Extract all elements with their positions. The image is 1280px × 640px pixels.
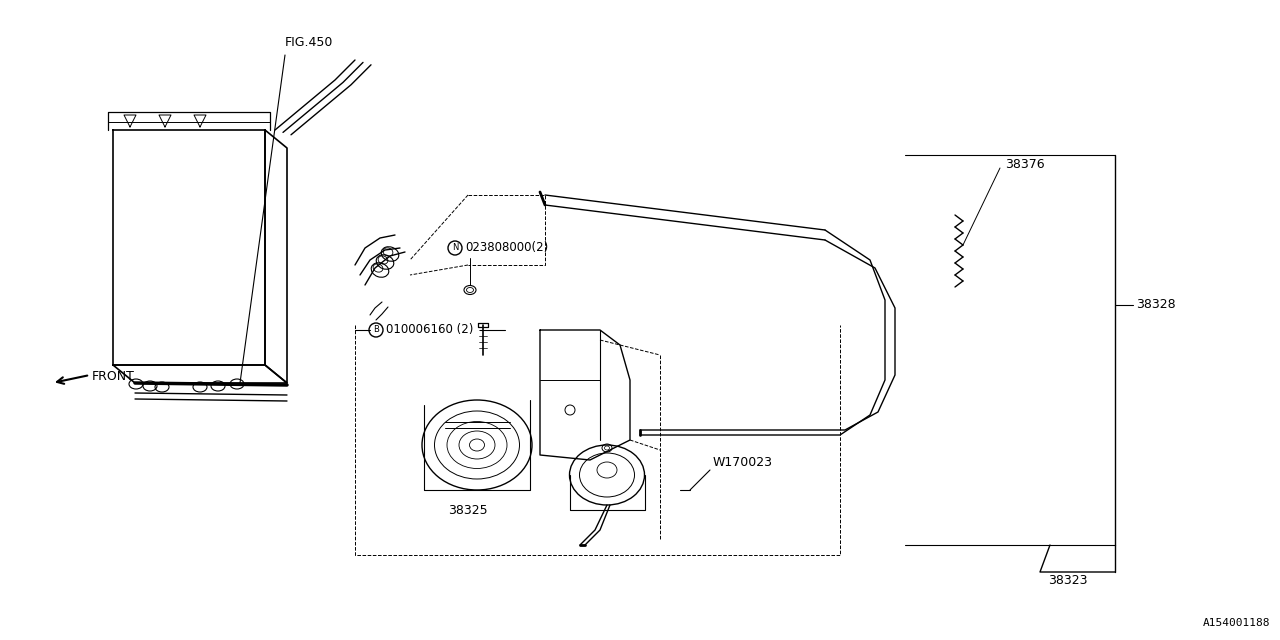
Text: 023808000(2): 023808000(2) (465, 241, 548, 255)
Text: FIG.450: FIG.450 (285, 36, 333, 49)
Text: B: B (372, 326, 379, 335)
Text: 38325: 38325 (448, 504, 488, 516)
Text: A154001188: A154001188 (1202, 618, 1270, 628)
Text: N: N (452, 243, 458, 253)
Text: 38376: 38376 (1005, 159, 1044, 172)
Text: 010006160 (2): 010006160 (2) (387, 323, 474, 337)
Text: W170023: W170023 (713, 456, 773, 470)
Text: FRONT: FRONT (92, 369, 134, 383)
Text: 38323: 38323 (1048, 573, 1088, 586)
Text: 38328: 38328 (1137, 298, 1175, 312)
